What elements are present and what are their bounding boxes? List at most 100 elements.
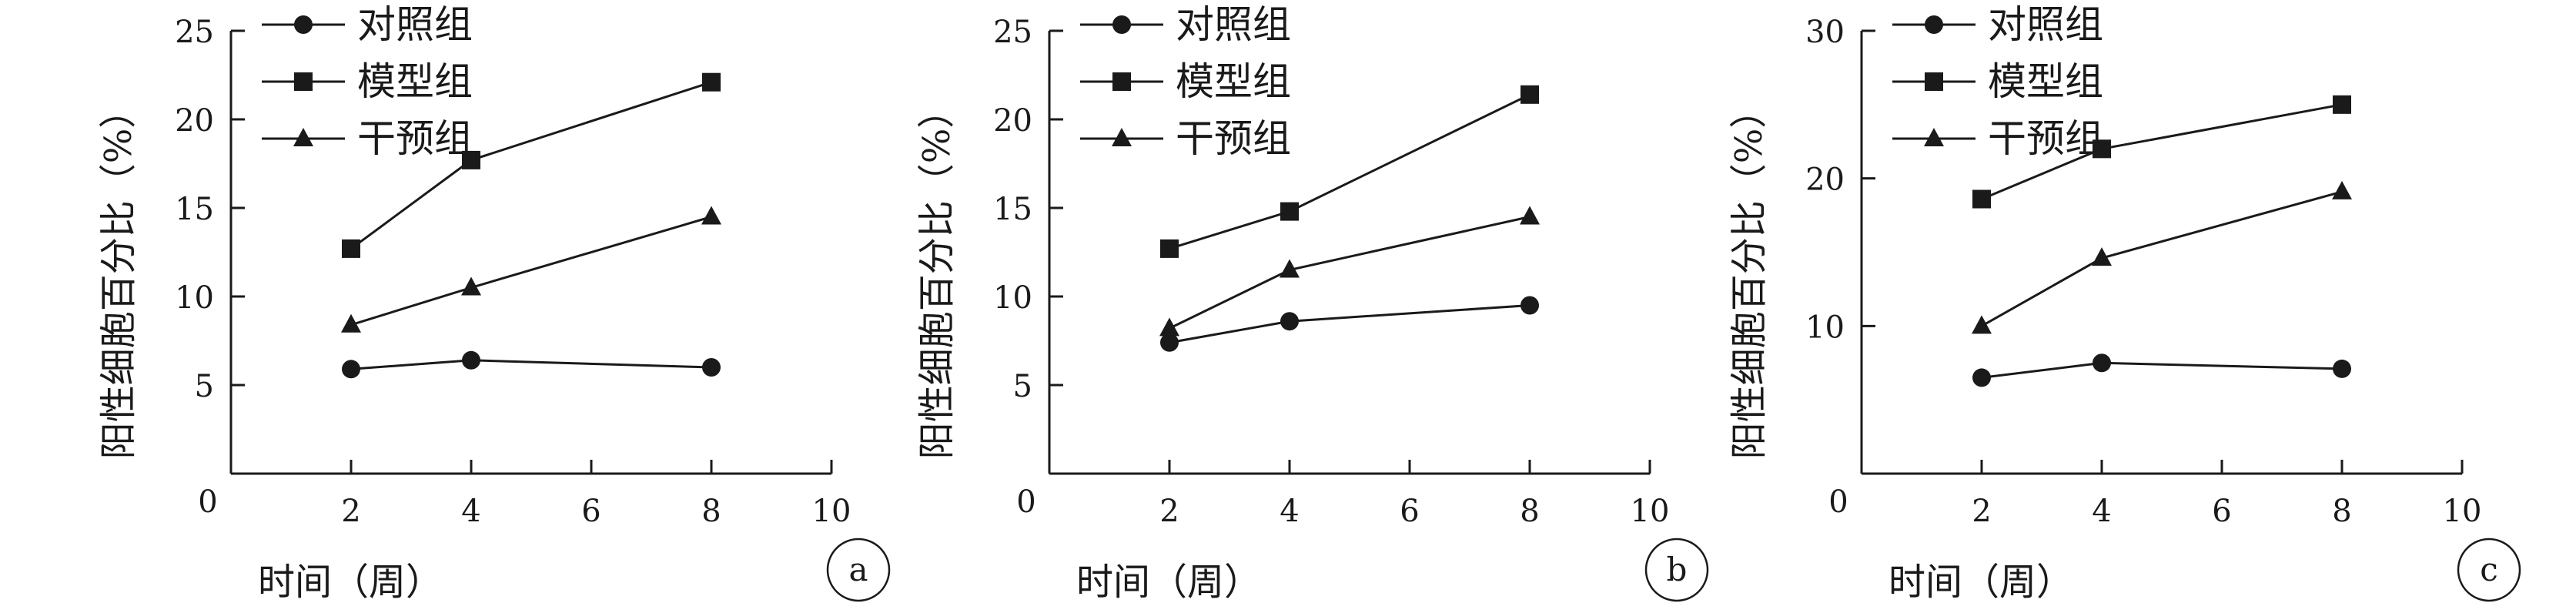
series-circle [342, 350, 721, 379]
y-tick-label: 15 [175, 192, 214, 227]
x-tick-label: 10 [2443, 494, 2482, 529]
x-axis-title: 时间（周） [1889, 561, 2073, 603]
y-tick-label: 25 [175, 15, 214, 50]
legend-label: 干预组 [1176, 116, 1291, 161]
y-tick-label: 5 [1013, 369, 1032, 404]
data-point-circle [1160, 333, 1179, 352]
series-square [1160, 85, 1539, 258]
legend-marker-triangle [1112, 128, 1132, 146]
data-point-square [1280, 202, 1299, 221]
data-point-square [1160, 239, 1179, 258]
data-point-circle [2333, 359, 2351, 378]
data-point-triangle [461, 276, 481, 296]
legend-label: 模型组 [1176, 59, 1291, 104]
legend-marker-circle [294, 15, 313, 34]
data-point-circle [1280, 312, 1299, 331]
series-circle [1972, 353, 2351, 387]
data-point-circle [342, 360, 360, 379]
data-point-circle [702, 358, 721, 377]
legend-label: 对照组 [357, 2, 473, 47]
data-point-square [2333, 95, 2351, 114]
data-point-triangle [1520, 206, 1540, 225]
chart-panel-b: 5 10 15 20 25 2 4 6 8 10 0 时间（周） 阳性细胞百分比（%） b 对照组模型组干预… [915, 2, 1709, 603]
x-tick-label: 6 [2212, 494, 2231, 529]
data-point-square [1521, 85, 1539, 104]
x-tick-label: 6 [581, 494, 601, 529]
x-origin-label: 0 [1828, 484, 1848, 520]
y-tick-label: 10 [993, 280, 1032, 316]
x-tick-label: 2 [1972, 494, 1991, 529]
data-point-circle [1972, 368, 1991, 387]
legend-label: 模型组 [357, 59, 473, 104]
x-tick-label: 6 [1400, 494, 1419, 529]
data-point-circle [1521, 296, 1539, 315]
y-axis-title: 阳性细胞百分比（%） [97, 92, 140, 460]
series-circle [1160, 296, 1539, 352]
data-point-square [462, 150, 480, 169]
x-tick-label: 8 [2332, 494, 2351, 529]
x-axis-title: 时间（周） [1076, 561, 1261, 603]
data-point-triangle [341, 313, 361, 333]
panel-label-circle [826, 538, 891, 602]
data-point-circle [2093, 353, 2111, 373]
x-tick-label: 4 [2092, 494, 2111, 529]
legend-label: 模型组 [1988, 59, 2103, 104]
x-tick-label: 4 [461, 494, 480, 529]
x-tick-label: 2 [341, 494, 360, 529]
data-point-square [2093, 139, 2111, 159]
data-point-circle [462, 350, 480, 370]
series-line [350, 216, 712, 327]
legend-marker-circle [1112, 15, 1131, 34]
legend-marker-square [294, 72, 313, 91]
series-square [342, 72, 721, 258]
x-origin-label: 0 [198, 484, 217, 520]
data-point-triangle [701, 206, 721, 225]
data-point-triangle [1159, 317, 1179, 337]
series-triangle [1972, 180, 2352, 334]
x-origin-label: 0 [1016, 484, 1035, 520]
series-triangle [1159, 206, 1540, 337]
y-tick-label: 25 [993, 15, 1032, 50]
series-line [350, 81, 712, 250]
data-point-triangle [1972, 315, 1992, 334]
data-point-triangle [2092, 247, 2112, 266]
legend-marker-square [1925, 72, 1943, 91]
data-point-square [1972, 189, 1991, 209]
y-tick-label: 20 [175, 103, 214, 139]
x-tick-label: 8 [701, 494, 721, 529]
legend-label: 干预组 [357, 116, 473, 161]
legend-marker-triangle [1924, 128, 1944, 146]
panel-label-circle [1644, 538, 1709, 602]
legend-label: 对照组 [1176, 2, 1291, 47]
panel-label-circle [2457, 538, 2521, 602]
y-tick-label: 10 [175, 280, 214, 316]
panel-label: a [848, 551, 868, 588]
y-tick-label: 5 [195, 369, 214, 404]
series-line [1981, 190, 2343, 327]
legend-label: 干预组 [1988, 116, 2103, 161]
y-tick-label: 20 [993, 103, 1032, 139]
y-tick-label: 15 [993, 192, 1032, 227]
y-tick-label: 20 [1805, 162, 1845, 198]
data-point-square [342, 239, 360, 258]
series-line [1981, 361, 2343, 379]
chart-panel-a: 5 10 15 20 25 2 4 6 8 10 0 时间（周） 阳性细胞百分比（%） a 对照组模型组干预… [97, 2, 891, 603]
series-triangle [341, 206, 721, 333]
x-tick-label: 8 [1520, 494, 1539, 529]
x-tick-label: 4 [1280, 494, 1299, 529]
y-tick-label: 30 [1805, 15, 1845, 50]
y-axis-title: 阳性细胞百分比（%） [1728, 92, 1771, 460]
series-line [1169, 304, 1531, 344]
x-axis-title: 时间（周） [258, 561, 443, 603]
panel-label: b [1667, 551, 1688, 588]
series-line [350, 359, 712, 370]
series-line [1169, 216, 1531, 330]
legend-label: 对照组 [1988, 2, 2103, 47]
legend-marker-triangle [293, 128, 313, 146]
x-tick-label: 10 [812, 494, 851, 529]
